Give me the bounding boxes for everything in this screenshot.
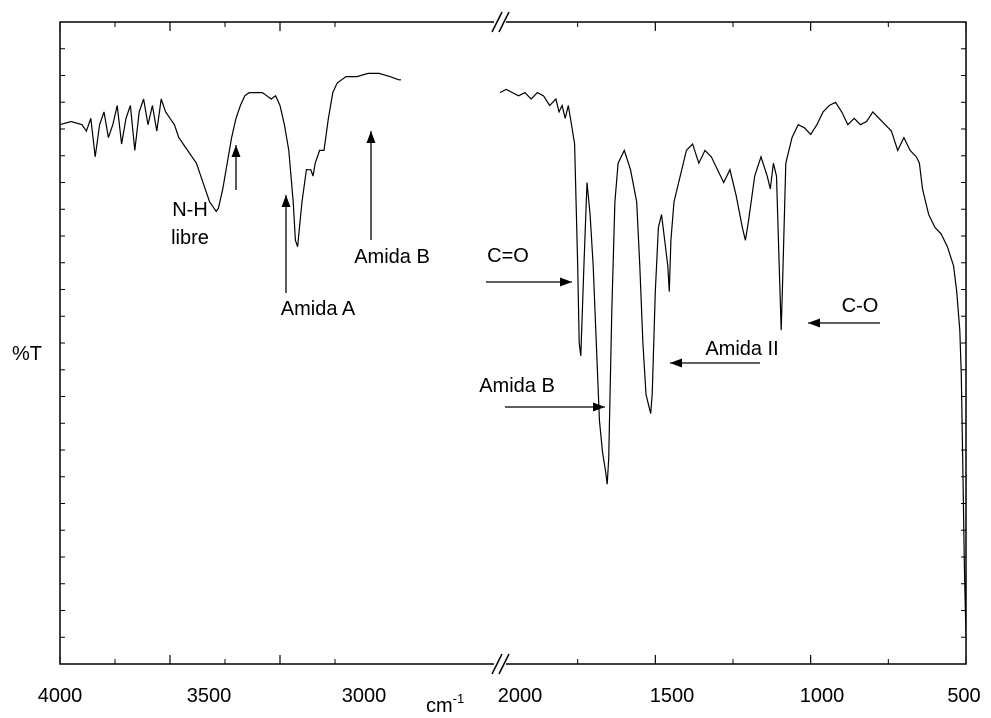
annotation-arrow-amida-b-1-head [366, 131, 376, 143]
x-tick-label: 500 [947, 685, 980, 707]
annotation-label-amida-b-2: Amida B [479, 375, 555, 397]
axis-ticks [59, 22, 967, 664]
x-tick-label: 3500 [187, 685, 232, 707]
annotation-arrow-amida-ii-head [670, 358, 682, 368]
x-tick-label: 4000 [38, 685, 83, 707]
y-axis-label: %T [12, 343, 42, 365]
annotation-label-amida-b-1: Amida B [354, 246, 430, 268]
x-tick-label: 2000 [498, 685, 543, 707]
axis-break-slash [498, 11, 510, 33]
x-tick-label: 3000 [342, 685, 387, 707]
spectrum-line-segment-2 [499, 88, 967, 639]
axis-break-slash [491, 11, 503, 33]
x-axis-label: cm-1 [426, 691, 464, 717]
x-tick-labels: 4000350030002000200015001000500 [38, 685, 981, 707]
spectrum-series [59, 72, 967, 639]
plot-frame [59, 21, 967, 665]
peak-annotations: N-H libre Amida A Amida B C=O Amida B Amida II… [171, 131, 880, 412]
annotation-label-amida-a: Amida A [281, 298, 356, 320]
x-tick-label: 1000 [800, 685, 845, 707]
annotation-arrow-amida-b-2-head [593, 402, 605, 412]
axis-break-slash [498, 653, 510, 675]
x-tick-label: 1500 [650, 685, 695, 707]
annotation-label-amida-ii: Amida II [705, 338, 778, 360]
annotation-label-nh-libre: N-H libre [171, 199, 209, 249]
annotation-label-c-o: C-O [842, 295, 879, 317]
annotation-arrow-c-o-head [808, 318, 820, 328]
annotation-arrow-nh-libre-head [231, 145, 241, 157]
spectrum-line-segment-1 [59, 72, 401, 247]
annotation-arrow-amida-a-head [281, 195, 291, 207]
annotation-label-co-stretch: C=O [487, 245, 529, 267]
axis-break-slash [491, 653, 503, 675]
annotation-arrow-co-stretch-head [560, 277, 572, 287]
axis-break-marks [491, 11, 510, 675]
